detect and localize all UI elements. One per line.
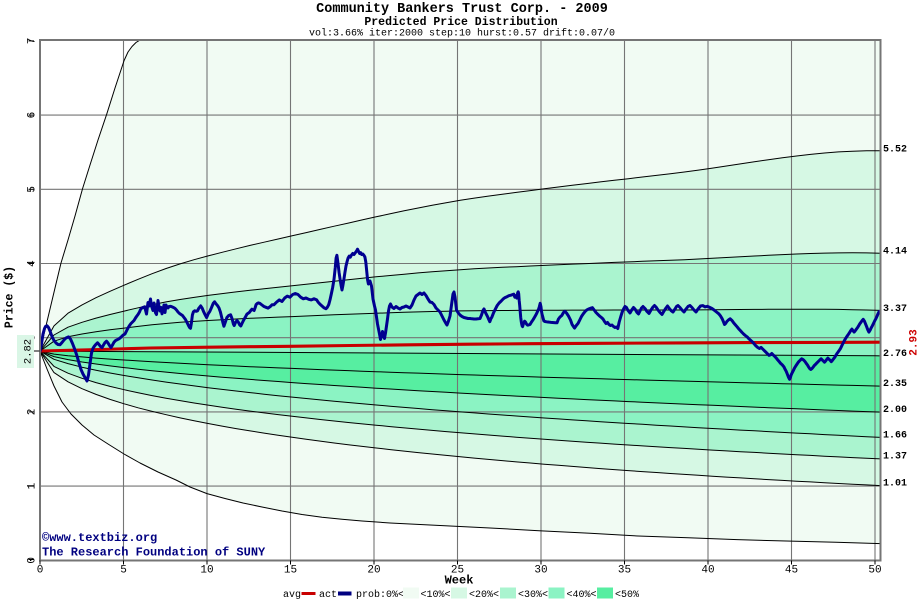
svg-text:2.82: 2.82 xyxy=(23,339,35,364)
svg-text:7: 7 xyxy=(27,38,39,45)
svg-text:vol:3.66% iter:2000 step:10 hu: vol:3.66% iter:2000 step:10 hurst:0.57 d… xyxy=(309,28,615,40)
svg-text:45: 45 xyxy=(785,564,798,576)
svg-text:40: 40 xyxy=(701,564,714,576)
svg-text:1.01: 1.01 xyxy=(883,478,907,489)
svg-text:Week: Week xyxy=(445,574,474,588)
svg-text:15: 15 xyxy=(284,564,297,576)
svg-text:avg: avg xyxy=(283,590,301,600)
svg-text:10: 10 xyxy=(200,564,213,576)
svg-text:30: 30 xyxy=(534,564,547,576)
svg-text:6: 6 xyxy=(27,112,39,119)
svg-text:The Research Foundation of SUN: The Research Foundation of SUNY xyxy=(42,546,266,560)
svg-text:2.76: 2.76 xyxy=(883,349,907,360)
svg-text:0: 0 xyxy=(27,557,39,564)
svg-text:3.37: 3.37 xyxy=(883,304,907,315)
svg-text:5: 5 xyxy=(27,186,39,193)
svg-text:1.37: 1.37 xyxy=(883,452,907,463)
svg-text:Predicted Price Distribution: Predicted Price Distribution xyxy=(364,16,557,29)
svg-text:<40%<: <40%< xyxy=(567,590,597,600)
svg-text:1: 1 xyxy=(27,482,39,489)
svg-text:<30%<: <30%< xyxy=(518,590,548,600)
svg-text:5: 5 xyxy=(120,564,127,576)
svg-text:<20%<: <20%< xyxy=(469,590,499,600)
svg-text:0: 0 xyxy=(37,564,44,576)
svg-text:2.93: 2.93 xyxy=(909,329,920,356)
svg-text:<10%<: <10%< xyxy=(421,590,451,600)
svg-text:2.00: 2.00 xyxy=(883,405,907,416)
svg-text:25: 25 xyxy=(451,564,464,576)
svg-text:35: 35 xyxy=(618,564,631,576)
svg-text:1.66: 1.66 xyxy=(883,431,907,442)
svg-text:5.52: 5.52 xyxy=(883,145,907,156)
svg-text:©www.textbiz.org: ©www.textbiz.org xyxy=(42,531,157,545)
svg-text:4.14: 4.14 xyxy=(883,247,907,258)
svg-text:<50%: <50% xyxy=(615,590,639,600)
svg-text:2.35: 2.35 xyxy=(883,379,907,390)
svg-text:Community Bankers Trust Corp.: Community Bankers Trust Corp. - 2009 xyxy=(316,2,608,17)
svg-text:act: act xyxy=(319,590,337,600)
svg-text:prob:0%<: prob:0%< xyxy=(356,589,404,600)
svg-text:50: 50 xyxy=(868,564,881,576)
svg-text:2: 2 xyxy=(27,409,39,416)
svg-text:4: 4 xyxy=(27,260,39,267)
svg-text:20: 20 xyxy=(367,564,380,576)
svg-text:Price ($): Price ($) xyxy=(4,266,17,328)
